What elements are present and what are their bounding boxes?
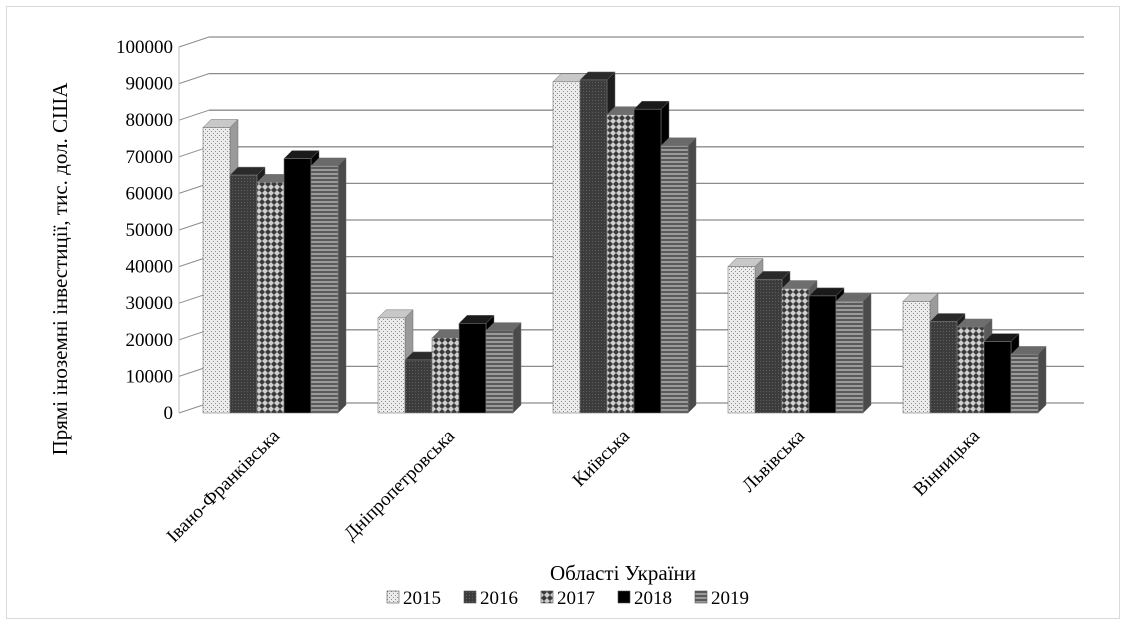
bar-front — [727, 266, 756, 414]
bar-front — [485, 330, 514, 414]
bar-front — [983, 341, 1012, 414]
bar-front — [902, 301, 931, 414]
bar-front — [808, 295, 837, 414]
y-axis-title: Прямі іноземні інвестиції, тис. дол. США — [48, 82, 72, 456]
legend: 2015 2016 2017 2018 2019 — [386, 588, 749, 609]
y-tick-label: 80000 — [126, 110, 174, 131]
bar-front — [660, 145, 689, 414]
y-tick-label: 60000 — [126, 183, 174, 204]
bar-front — [229, 174, 258, 414]
legend-label: 2018 — [634, 588, 672, 609]
legend-label: 2015 — [403, 588, 441, 609]
bar-2019-2 — [660, 137, 697, 414]
gridline-diag — [178, 36, 210, 48]
gridline-diag — [178, 73, 210, 85]
x-tick-label: Вінницька — [909, 425, 984, 500]
legend-label: 2019 — [711, 588, 749, 609]
x-tick-label: Івано-Франківська — [163, 425, 285, 547]
bar-front — [283, 158, 312, 414]
bar-2019-3 — [835, 292, 872, 414]
bar-front — [606, 114, 635, 414]
bar-chart: 0 10000 20000 30000 40000 50000 60000 70000 8000… — [48, 36, 1084, 609]
bar-front — [956, 326, 985, 414]
bar-front — [431, 337, 460, 414]
y-tick-label: 100000 — [116, 37, 173, 58]
bar-front — [781, 288, 810, 414]
bar-front — [310, 165, 339, 414]
legend-swatch — [694, 590, 708, 604]
bar-front — [256, 182, 285, 414]
y-tick-label: 10000 — [126, 366, 174, 387]
legend-label: 2017 — [557, 588, 595, 609]
bar-side — [337, 157, 347, 414]
legend-swatch — [617, 590, 631, 604]
bar-2019-0 — [310, 157, 347, 414]
bar-front — [552, 81, 581, 414]
chart-frame: 0 10000 20000 30000 40000 50000 60000 70000 8000… — [6, 6, 1120, 619]
bar-2015-1 — [377, 309, 414, 414]
legend-swatch — [386, 590, 400, 604]
bar-front — [579, 79, 608, 414]
x-axis-title: Області України — [550, 561, 696, 585]
bar-front — [835, 301, 864, 414]
bar-front — [458, 323, 487, 414]
bar-front — [202, 127, 231, 414]
bar-front — [754, 279, 783, 414]
x-tick-label: Дніпропетровська — [340, 425, 459, 544]
bar-side — [862, 292, 872, 414]
bars — [202, 71, 1047, 414]
y-tick-label: 20000 — [126, 330, 174, 351]
legend-swatch — [463, 590, 477, 604]
legend-item-2016: 2016 — [463, 588, 518, 609]
y-axis-ticks: 0 10000 20000 30000 40000 50000 60000 70000 8000… — [116, 37, 173, 424]
y-tick-label: 90000 — [126, 74, 174, 95]
bar-2017-4 — [956, 318, 993, 414]
legend-item-2018: 2018 — [617, 588, 672, 609]
y-tick-label: 30000 — [126, 293, 174, 314]
x-axis-ticks: Івано-Франківська Дніпропетровська Київськ… — [163, 425, 985, 547]
bar-front — [404, 359, 433, 414]
legend-item-2017: 2017 — [540, 588, 595, 609]
legend-item-2015: 2015 — [386, 588, 441, 609]
legend-item-2019: 2019 — [694, 588, 749, 609]
legend-swatch — [540, 590, 554, 604]
y-tick-label: 0 — [164, 403, 174, 424]
y-tick-label: 70000 — [126, 147, 174, 168]
y-tick-label: 50000 — [126, 220, 174, 241]
bar-2019-1 — [485, 322, 522, 414]
bar-side — [1037, 345, 1047, 414]
x-tick-label: Львівська — [738, 425, 809, 496]
y-tick-label: 40000 — [126, 257, 174, 278]
bar-side — [512, 322, 522, 414]
bar-2019-4 — [1010, 345, 1047, 414]
bar-front — [929, 321, 958, 414]
bar-front — [1010, 354, 1039, 414]
x-tick-label: Київська — [569, 425, 635, 491]
bar-front — [377, 317, 406, 414]
bar-front — [633, 108, 662, 414]
bar-side — [687, 137, 697, 414]
gridline-diag — [178, 109, 210, 121]
legend-label: 2016 — [480, 588, 518, 609]
